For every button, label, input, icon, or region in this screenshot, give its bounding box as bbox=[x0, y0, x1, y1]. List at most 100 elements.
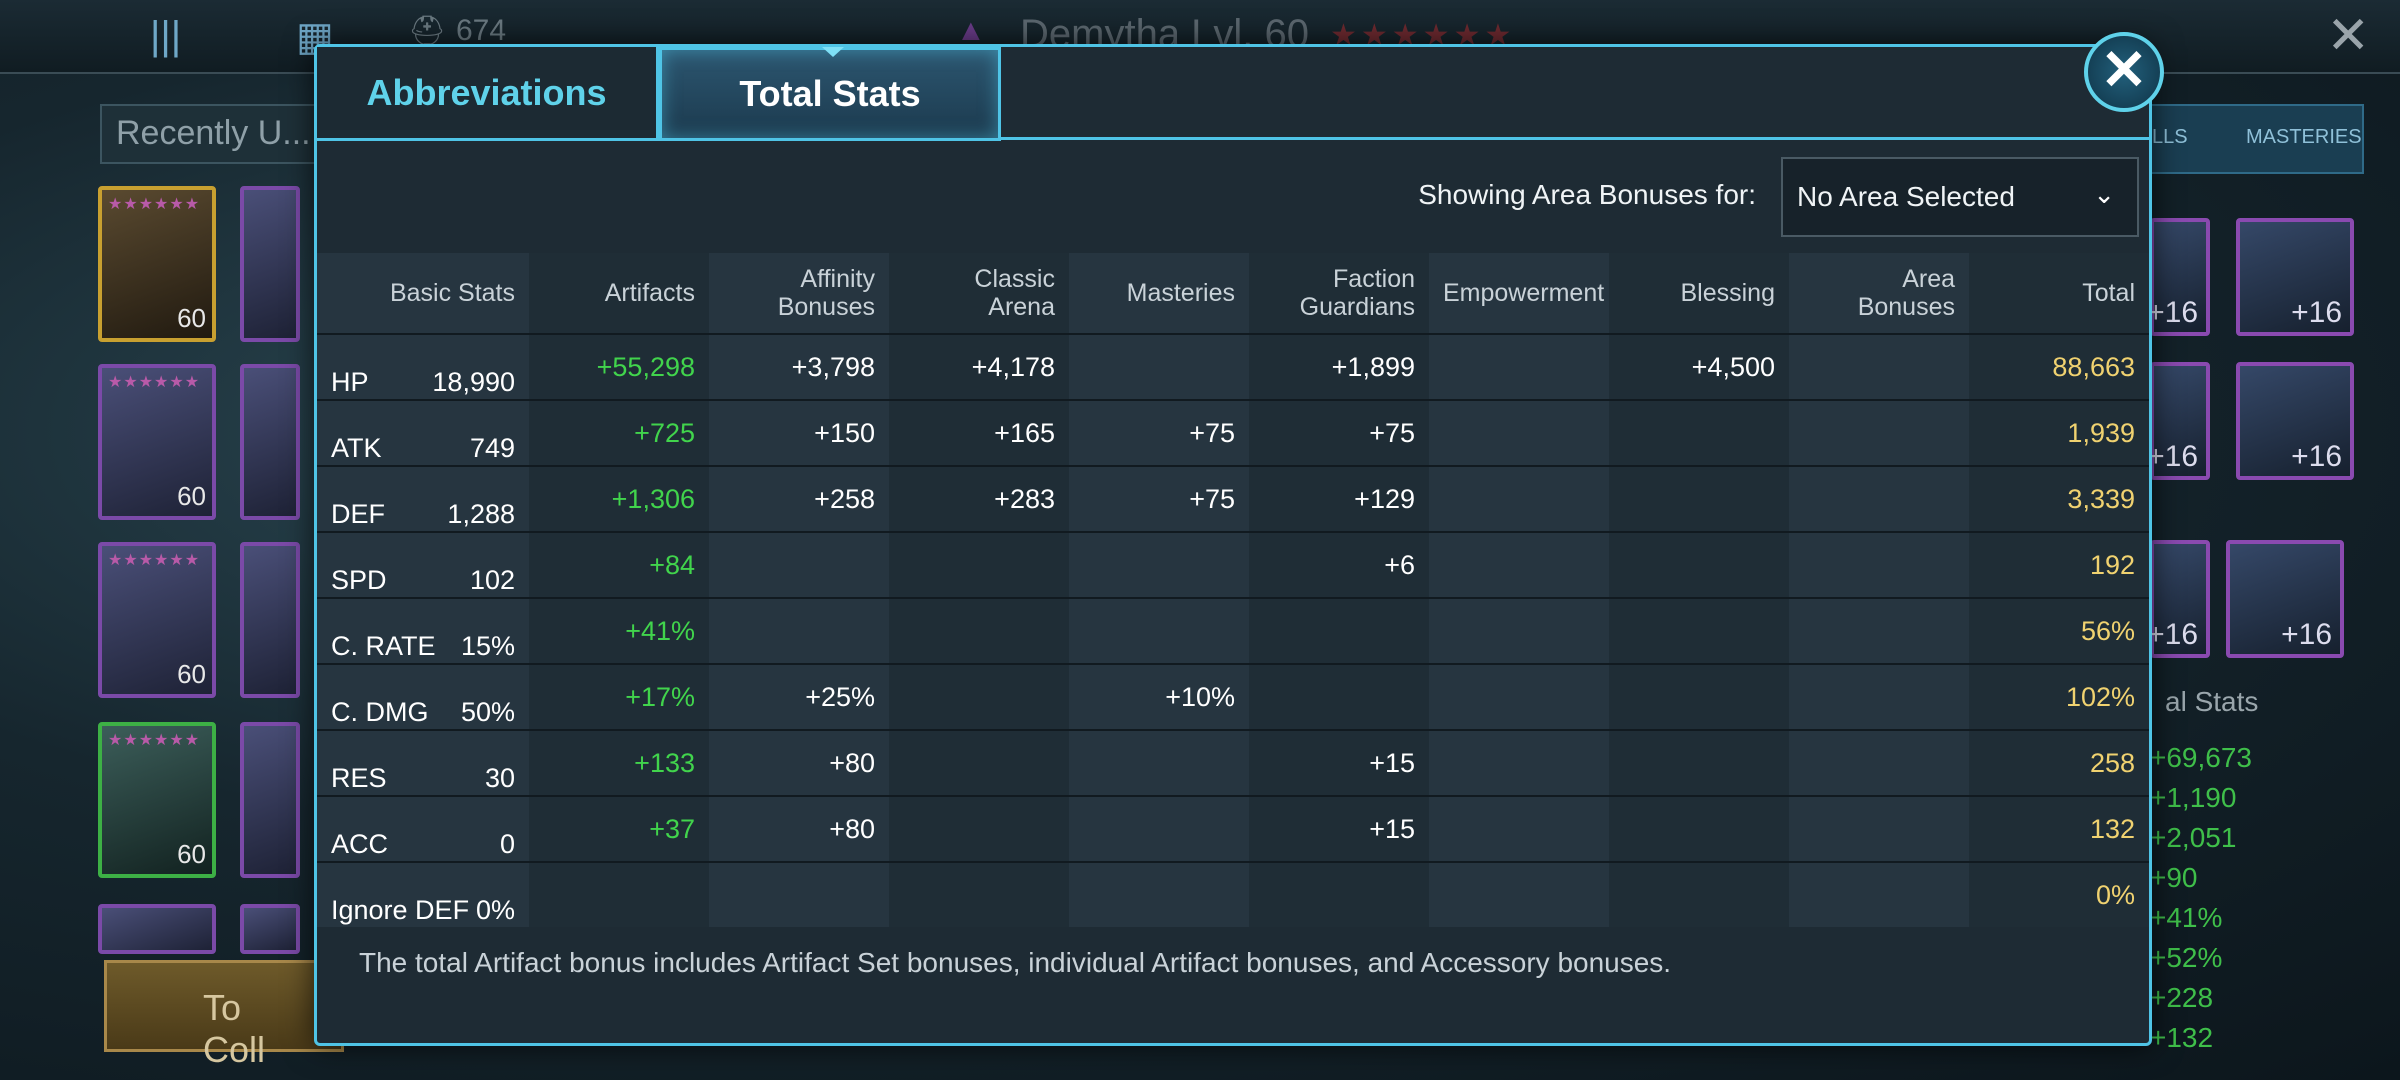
faction-guardians-value: +75 bbox=[1249, 399, 1429, 466]
total-value: 88,663 bbox=[1969, 333, 2149, 400]
col-blessing: Blessing bbox=[1680, 279, 1776, 307]
area-bonus-value bbox=[1789, 795, 1969, 862]
hero-card[interactable] bbox=[240, 542, 300, 698]
empowerment-value bbox=[1429, 531, 1609, 598]
total-value: 258 bbox=[1969, 729, 2149, 796]
masteries-value bbox=[1069, 795, 1249, 862]
hero-card[interactable]: ★★★★★★ 60 bbox=[98, 186, 216, 342]
stat-cell: ATK 749 bbox=[317, 399, 529, 466]
classic-arena-value bbox=[889, 531, 1069, 598]
classic-arena-value bbox=[889, 861, 1069, 927]
area-select-dropdown[interactable]: No Area Selected ⌄ bbox=[1781, 157, 2139, 237]
gear-level: +16 bbox=[2147, 440, 2198, 473]
sort-dropdown[interactable]: Recently U... bbox=[100, 104, 330, 164]
table-header: Basic Stats Artifacts Affinity Bonuses C… bbox=[317, 253, 2149, 334]
screen-close-icon[interactable]: ✕ bbox=[2326, 7, 2370, 65]
gear-slot[interactable]: +16 bbox=[2147, 218, 2210, 336]
hero-card[interactable] bbox=[240, 364, 300, 520]
classic-arena-value bbox=[889, 729, 1069, 796]
hero-card[interactable] bbox=[98, 904, 216, 954]
base-stat-value: 18,990 bbox=[432, 367, 515, 397]
tab-skills[interactable]: LLS bbox=[2152, 126, 2188, 148]
empowerment-value bbox=[1429, 597, 1609, 664]
total-value: 102% bbox=[1969, 663, 2149, 730]
menu-bars-icon[interactable]: ||| bbox=[150, 14, 182, 58]
hero-rank-icon: ▲ bbox=[956, 14, 986, 47]
area-bonus-value bbox=[1789, 597, 1969, 664]
affinity-bonus-value: +3,798 bbox=[709, 333, 889, 400]
player-power: 674 bbox=[456, 14, 507, 47]
right-stat: +69,673 bbox=[2150, 742, 2252, 773]
stat-cell: SPD 102 bbox=[317, 531, 529, 598]
blessing-value bbox=[1609, 795, 1789, 862]
base-stat-value: 1,288 bbox=[447, 499, 515, 529]
hero-card[interactable] bbox=[240, 186, 300, 342]
hero-card[interactable]: ★★★★★★ 60 bbox=[98, 722, 216, 878]
right-stat: +228 bbox=[2150, 982, 2214, 1013]
faction-guardians-value bbox=[1249, 597, 1429, 664]
tab-masteries[interactable]: MASTERIES bbox=[2246, 126, 2362, 148]
base-stat-value: 749 bbox=[469, 433, 515, 463]
stats-table-body: HP 18,990 +55,298 +3,798 +4,178 +1,899 +4,500 8… bbox=[317, 333, 2149, 927]
gear-slot[interactable]: +16 bbox=[2236, 362, 2354, 480]
helmet-icon: ⛑ bbox=[408, 15, 447, 48]
classic-arena-value: +4,178 bbox=[889, 333, 1069, 400]
hero-card[interactable] bbox=[240, 904, 300, 954]
table-row: ACC 0 +37 +80 +15 132 bbox=[317, 795, 2149, 862]
gear-level: +16 bbox=[2147, 618, 2198, 651]
active-tab-indicator bbox=[822, 47, 844, 57]
area-selected-value: No Area Selected bbox=[1797, 181, 2015, 212]
masteries-value bbox=[1069, 333, 1249, 400]
col-classic-arena: Classic Arena bbox=[974, 265, 1055, 321]
affinity-bonus-value: +150 bbox=[709, 399, 889, 466]
masteries-value bbox=[1069, 597, 1249, 664]
artifacts-value: +133 bbox=[529, 729, 709, 796]
gear-slot[interactable]: +16 bbox=[2147, 540, 2210, 658]
hero-card[interactable]: ★★★★★★ 60 bbox=[98, 364, 216, 520]
faction-guardians-value: +1,899 bbox=[1249, 333, 1429, 400]
affinity-bonus-value bbox=[709, 531, 889, 598]
right-stat: +41% bbox=[2150, 902, 2223, 933]
gear-slot[interactable]: +16 bbox=[2147, 362, 2210, 480]
tab-total-stats-label: Total Stats bbox=[739, 73, 921, 114]
affinity-bonus-value bbox=[709, 861, 889, 927]
stat-cell: ACC 0 bbox=[317, 795, 529, 862]
affinity-bonus-value bbox=[709, 597, 889, 664]
empowerment-value bbox=[1429, 795, 1609, 862]
gear-level: +16 bbox=[2147, 296, 2198, 329]
classic-arena-value bbox=[889, 597, 1069, 664]
blessing-value bbox=[1609, 399, 1789, 466]
artifacts-value: +41% bbox=[529, 597, 709, 664]
artifacts-value: +17% bbox=[529, 663, 709, 730]
faction-guardians-value: +6 bbox=[1249, 531, 1429, 598]
gear-slot[interactable]: +16 bbox=[2226, 540, 2344, 658]
hero-card[interactable]: ★★★★★★ 60 bbox=[98, 542, 216, 698]
faction-guardians-value bbox=[1249, 663, 1429, 730]
stat-cell: Ignore DEF 0% bbox=[317, 861, 529, 927]
area-bonus-label: Showing Area Bonuses for: bbox=[1418, 179, 1756, 210]
right-stat: +2,051 bbox=[2150, 822, 2237, 853]
col-masteries: Masteries bbox=[1126, 279, 1235, 307]
tab-total-stats[interactable]: Total Stats bbox=[659, 47, 1001, 141]
to-collection-button[interactable]: To Coll bbox=[104, 960, 344, 1070]
right-stats-title: al Stats bbox=[2165, 686, 2259, 717]
masteries-value bbox=[1069, 861, 1249, 927]
gear-level: +16 bbox=[2281, 618, 2332, 651]
masteries-value: +75 bbox=[1069, 399, 1249, 466]
empowerment-value bbox=[1429, 729, 1609, 796]
blessing-value bbox=[1609, 465, 1789, 532]
base-stat-value: 102 bbox=[469, 565, 515, 595]
stat-name: C. RATE bbox=[331, 631, 436, 661]
table-row: ATK 749 +725 +150 +165 +75 +75 1,939 bbox=[317, 399, 2149, 466]
base-stat-value: 30 bbox=[484, 763, 515, 793]
stat-cell: RES 30 bbox=[317, 729, 529, 796]
gear-slot[interactable]: +16 bbox=[2236, 218, 2354, 336]
masteries-value: +10% bbox=[1069, 663, 1249, 730]
tab-abbreviations[interactable]: Abbreviations bbox=[317, 47, 659, 141]
hero-card[interactable] bbox=[240, 722, 300, 878]
masteries-value: +75 bbox=[1069, 465, 1249, 532]
close-button[interactable]: ✕ bbox=[2084, 32, 2164, 112]
affinity-bonus-value: +258 bbox=[709, 465, 889, 532]
classic-arena-value bbox=[889, 663, 1069, 730]
area-bonus-value bbox=[1789, 465, 1969, 532]
